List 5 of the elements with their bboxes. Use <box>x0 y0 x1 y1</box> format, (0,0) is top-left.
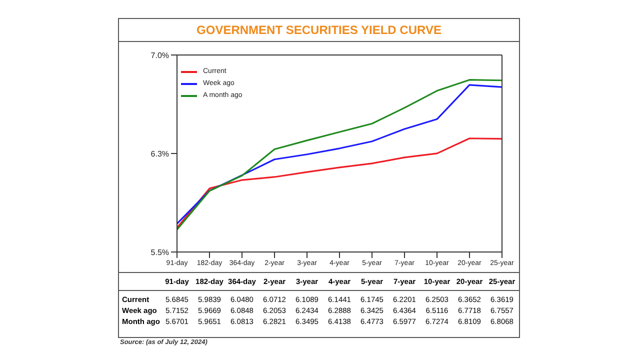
y-tick-label: 6.3% <box>150 149 169 158</box>
line-series <box>176 138 503 229</box>
y-tick-label: 5.5% <box>150 248 169 257</box>
chart-title: GOVERNMENT SECURITIES YIELD CURVE <box>119 19 519 42</box>
y-tick-label: 7.0% <box>150 50 169 60</box>
